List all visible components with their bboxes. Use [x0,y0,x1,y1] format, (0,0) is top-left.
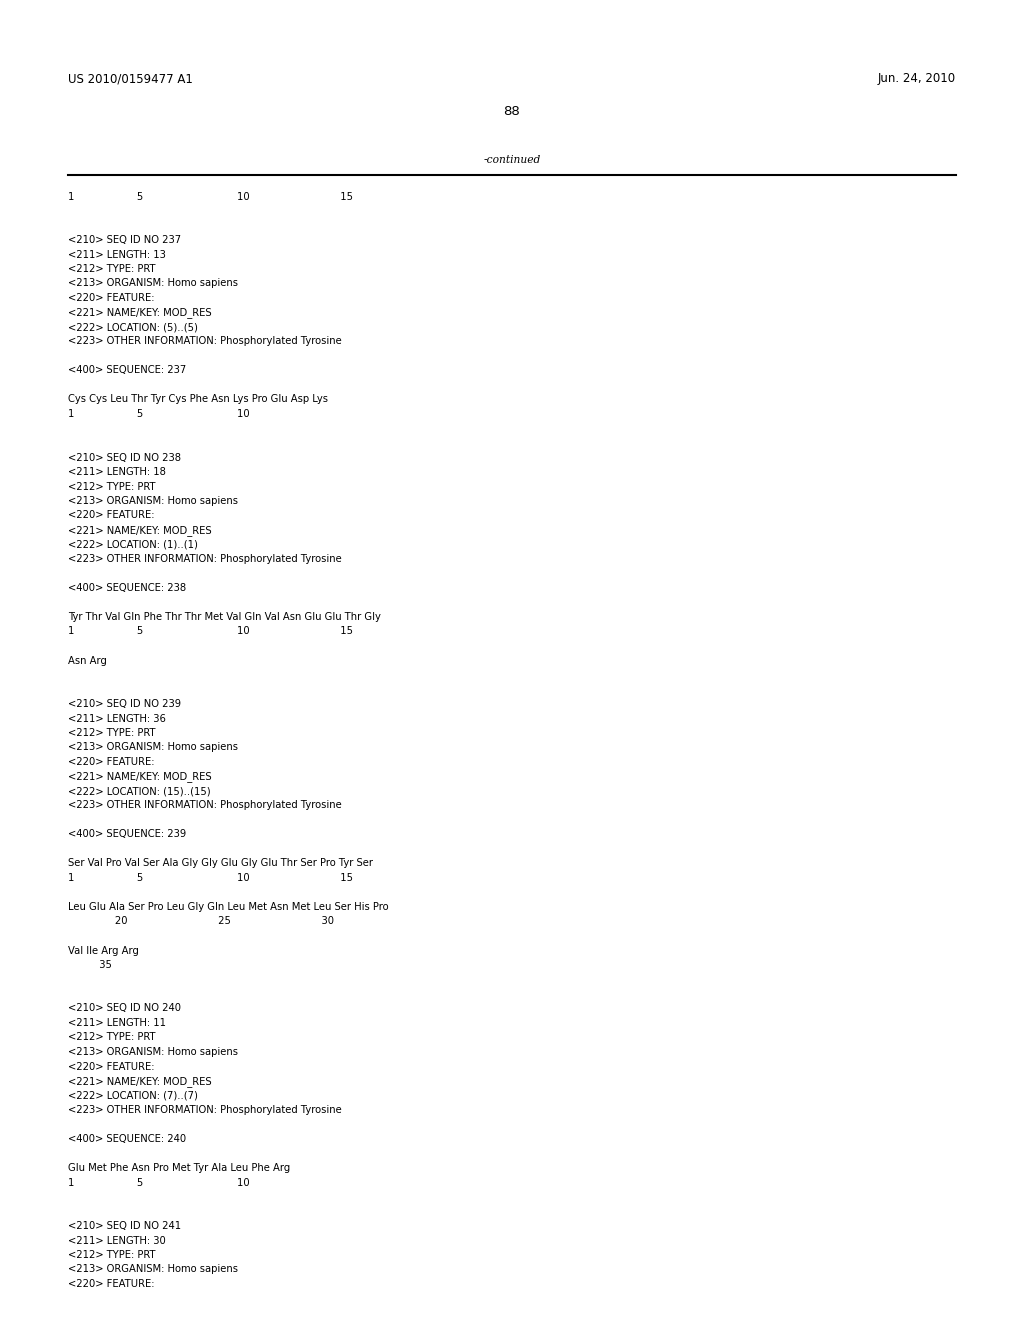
Text: <400> SEQUENCE: 239: <400> SEQUENCE: 239 [68,829,186,840]
Text: -continued: -continued [483,154,541,165]
Text: <212> TYPE: PRT: <212> TYPE: PRT [68,729,156,738]
Text: <213> ORGANISM: Homo sapiens: <213> ORGANISM: Homo sapiens [68,496,238,506]
Text: <212> TYPE: PRT: <212> TYPE: PRT [68,1032,156,1043]
Text: <223> OTHER INFORMATION: Phosphorylated Tyrosine: <223> OTHER INFORMATION: Phosphorylated … [68,554,342,564]
Text: <222> LOCATION: (5)..(5): <222> LOCATION: (5)..(5) [68,322,198,333]
Text: <210> SEQ ID NO 237: <210> SEQ ID NO 237 [68,235,181,246]
Text: <212> TYPE: PRT: <212> TYPE: PRT [68,264,156,275]
Text: Glu Met Phe Asn Pro Met Tyr Ala Leu Phe Arg: Glu Met Phe Asn Pro Met Tyr Ala Leu Phe … [68,1163,290,1173]
Text: <212> TYPE: PRT: <212> TYPE: PRT [68,1250,156,1261]
Text: 88: 88 [504,106,520,117]
Text: <221> NAME/KEY: MOD_RES: <221> NAME/KEY: MOD_RES [68,771,212,783]
Text: Cys Cys Leu Thr Tyr Cys Phe Asn Lys Pro Glu Asp Lys: Cys Cys Leu Thr Tyr Cys Phe Asn Lys Pro … [68,395,328,404]
Text: <222> LOCATION: (7)..(7): <222> LOCATION: (7)..(7) [68,1090,198,1101]
Text: <400> SEQUENCE: 238: <400> SEQUENCE: 238 [68,583,186,593]
Text: Tyr Thr Val Gln Phe Thr Thr Met Val Gln Val Asn Glu Glu Thr Gly: Tyr Thr Val Gln Phe Thr Thr Met Val Gln … [68,612,381,622]
Text: Leu Glu Ala Ser Pro Leu Gly Gln Leu Met Asn Met Leu Ser His Pro: Leu Glu Ala Ser Pro Leu Gly Gln Leu Met … [68,902,389,912]
Text: 1                    5                              10                          : 1 5 10 [68,191,353,202]
Text: <213> ORGANISM: Homo sapiens: <213> ORGANISM: Homo sapiens [68,742,238,752]
Text: Ser Val Pro Val Ser Ala Gly Gly Glu Gly Glu Thr Ser Pro Tyr Ser: Ser Val Pro Val Ser Ala Gly Gly Glu Gly … [68,858,373,869]
Text: <211> LENGTH: 30: <211> LENGTH: 30 [68,1236,166,1246]
Text: <211> LENGTH: 11: <211> LENGTH: 11 [68,1018,166,1028]
Text: <221> NAME/KEY: MOD_RES: <221> NAME/KEY: MOD_RES [68,525,212,536]
Text: <211> LENGTH: 13: <211> LENGTH: 13 [68,249,166,260]
Text: <213> ORGANISM: Homo sapiens: <213> ORGANISM: Homo sapiens [68,1047,238,1057]
Text: <222> LOCATION: (15)..(15): <222> LOCATION: (15)..(15) [68,785,211,796]
Text: 1                    5                              10: 1 5 10 [68,409,250,418]
Text: <220> FEATURE:: <220> FEATURE: [68,1279,155,1290]
Text: <400> SEQUENCE: 237: <400> SEQUENCE: 237 [68,366,186,375]
Text: <400> SEQUENCE: 240: <400> SEQUENCE: 240 [68,1134,186,1144]
Text: <213> ORGANISM: Homo sapiens: <213> ORGANISM: Homo sapiens [68,279,238,289]
Text: 35: 35 [68,960,112,970]
Text: Jun. 24, 2010: Jun. 24, 2010 [878,73,956,84]
Text: <210> SEQ ID NO 239: <210> SEQ ID NO 239 [68,700,181,709]
Text: <211> LENGTH: 18: <211> LENGTH: 18 [68,467,166,477]
Text: <210> SEQ ID NO 241: <210> SEQ ID NO 241 [68,1221,181,1232]
Text: <220> FEATURE:: <220> FEATURE: [68,293,155,304]
Text: <223> OTHER INFORMATION: Phosphorylated Tyrosine: <223> OTHER INFORMATION: Phosphorylated … [68,800,342,810]
Text: 1                    5                              10: 1 5 10 [68,1177,250,1188]
Text: Val Ile Arg Arg: Val Ile Arg Arg [68,945,139,956]
Text: <212> TYPE: PRT: <212> TYPE: PRT [68,482,156,491]
Text: <222> LOCATION: (1)..(1): <222> LOCATION: (1)..(1) [68,540,198,549]
Text: <220> FEATURE:: <220> FEATURE: [68,756,155,767]
Text: <210> SEQ ID NO 238: <210> SEQ ID NO 238 [68,453,181,462]
Text: US 2010/0159477 A1: US 2010/0159477 A1 [68,73,193,84]
Text: <220> FEATURE:: <220> FEATURE: [68,1061,155,1072]
Text: 20                             25                             30: 20 25 30 [68,916,334,927]
Text: <221> NAME/KEY: MOD_RES: <221> NAME/KEY: MOD_RES [68,308,212,318]
Text: Asn Arg: Asn Arg [68,656,106,665]
Text: <223> OTHER INFORMATION: Phosphorylated Tyrosine: <223> OTHER INFORMATION: Phosphorylated … [68,1105,342,1115]
Text: 1                    5                              10                          : 1 5 10 [68,873,353,883]
Text: <210> SEQ ID NO 240: <210> SEQ ID NO 240 [68,1003,181,1014]
Text: <220> FEATURE:: <220> FEATURE: [68,511,155,520]
Text: <211> LENGTH: 36: <211> LENGTH: 36 [68,714,166,723]
Text: <223> OTHER INFORMATION: Phosphorylated Tyrosine: <223> OTHER INFORMATION: Phosphorylated … [68,337,342,346]
Text: <221> NAME/KEY: MOD_RES: <221> NAME/KEY: MOD_RES [68,1076,212,1086]
Text: 1                    5                              10                          : 1 5 10 [68,627,353,636]
Text: <213> ORGANISM: Homo sapiens: <213> ORGANISM: Homo sapiens [68,1265,238,1275]
